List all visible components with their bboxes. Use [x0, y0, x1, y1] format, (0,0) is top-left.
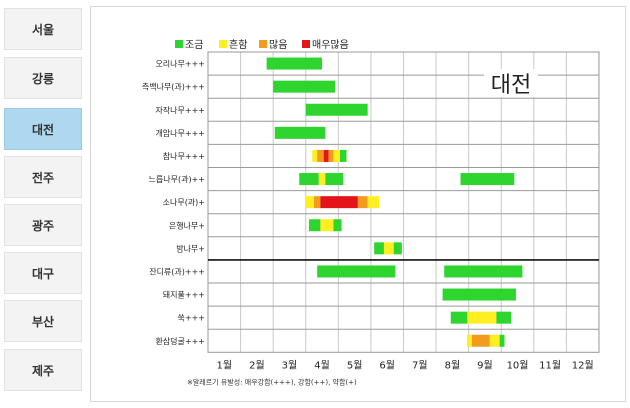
- city-tab-jeonju[interactable]: 전주: [4, 156, 82, 198]
- pollen-bar-moderate: [305, 196, 314, 209]
- pollen-bar-moderate: [318, 173, 326, 186]
- pollen-bar-low: [299, 173, 319, 186]
- city-tab-gangneung[interactable]: 강릉: [4, 57, 82, 99]
- pollen-bar-low: [444, 265, 523, 278]
- legend-label-high: 많음: [269, 39, 287, 51]
- pollen-bar-high: [313, 196, 321, 209]
- pollen-bar-high: [357, 196, 368, 209]
- plant-label: 오리나무+++: [155, 60, 205, 69]
- city-sidebar: 서울 강릉 대전 전주 광주 대구 부산 제주: [0, 0, 86, 408]
- allergenicity-note: ※알레르기 유발성: 매우강함(+++), 강함(++), 약함(+): [187, 377, 357, 386]
- city-tab-gwangju[interactable]: 광주: [4, 204, 82, 246]
- pollen-bar-moderate: [320, 219, 334, 232]
- plant-label: 돼지풀+++: [163, 291, 205, 300]
- month-label: 1월: [217, 359, 233, 371]
- legend-swatch-very_high: [302, 40, 310, 48]
- plant-label: 밤나무+: [176, 243, 205, 253]
- grid-frame: [207, 51, 600, 353]
- pollen-bar-moderate: [367, 196, 380, 209]
- month-label: 4월: [314, 359, 330, 371]
- pollen-bar-low: [496, 311, 512, 324]
- pollen-bar-moderate: [467, 334, 472, 347]
- month-label: 10월: [507, 359, 529, 371]
- pollen-bar-low: [339, 149, 347, 162]
- pollen-bar-low: [460, 173, 515, 186]
- legend-swatch-low: [175, 40, 183, 48]
- plant-label: 자작나무+++: [155, 105, 205, 115]
- plant-label: 환삼덩굴+++: [155, 336, 205, 346]
- region-label: 대전: [491, 73, 531, 98]
- pollen-bar-moderate: [489, 334, 500, 347]
- pollen-bar-low: [333, 219, 342, 232]
- plant-label: 쑥+++: [178, 314, 205, 323]
- pollen-bar-moderate: [312, 149, 318, 162]
- pollen-bar-low: [499, 334, 505, 347]
- month-label: 12월: [572, 359, 594, 371]
- pollen-bar-high: [328, 149, 334, 162]
- city-tab-daegu[interactable]: 대구: [4, 252, 82, 294]
- pollen-bar-low: [273, 80, 336, 93]
- month-label: 7월: [412, 359, 428, 371]
- pollen-bar-low: [442, 288, 516, 301]
- month-label: 11월: [539, 359, 561, 371]
- plant-label: 느릅나무(과)++: [149, 175, 205, 184]
- legend-label-low: 조금: [185, 39, 203, 51]
- month-label: 5월: [347, 359, 363, 371]
- pollen-bar-moderate: [467, 311, 497, 324]
- pollen-bar-low: [305, 103, 368, 116]
- month-label: 3월: [282, 359, 298, 371]
- pollen-bar-high: [317, 149, 324, 162]
- month-label: 2월: [249, 359, 265, 371]
- city-tab-daejeon[interactable]: 대전: [4, 108, 82, 150]
- legend-swatch-high: [259, 40, 267, 48]
- legend-swatch-moderate: [219, 40, 227, 48]
- pollen-bar-moderate: [333, 149, 340, 162]
- pollen-bar-low: [393, 242, 402, 255]
- plant-label: 측백나무(과)+++: [142, 82, 205, 92]
- pollen-bar-low: [374, 242, 384, 255]
- region-label-bg: [484, 69, 538, 97]
- pollen-bar-low: [274, 126, 326, 139]
- month-label: 8월: [445, 359, 461, 371]
- pollen-bar-low: [266, 57, 323, 70]
- legend-label-very_high: 매우많음: [312, 39, 349, 51]
- city-tab-busan[interactable]: 부산: [4, 300, 82, 342]
- plant-label: 개암나무+++: [155, 128, 205, 138]
- city-tab-jeju[interactable]: 제주: [4, 349, 82, 391]
- month-label: 6월: [379, 359, 395, 371]
- pollen-bar-moderate: [383, 242, 394, 255]
- pollen-bar-low: [450, 311, 468, 324]
- plant-label: 은행나무+: [169, 220, 205, 230]
- pollen-bar-low: [309, 219, 321, 232]
- city-tab-seoul[interactable]: 서울: [4, 8, 82, 50]
- legend-label-moderate: 흔함: [229, 38, 247, 51]
- month-label: 9월: [477, 359, 493, 371]
- pollen-bar-low: [325, 173, 344, 186]
- plant-label: 참나무+++: [163, 151, 205, 161]
- pollen-bar-low: [317, 265, 396, 278]
- pollen-bar-high: [471, 334, 490, 347]
- plant-label: 잔디류(과)+++: [149, 266, 205, 276]
- pollen-bar-very_high: [320, 196, 358, 209]
- plant-label: 소나무(과)+: [163, 198, 205, 207]
- pollen-bar-very_high: [323, 149, 329, 162]
